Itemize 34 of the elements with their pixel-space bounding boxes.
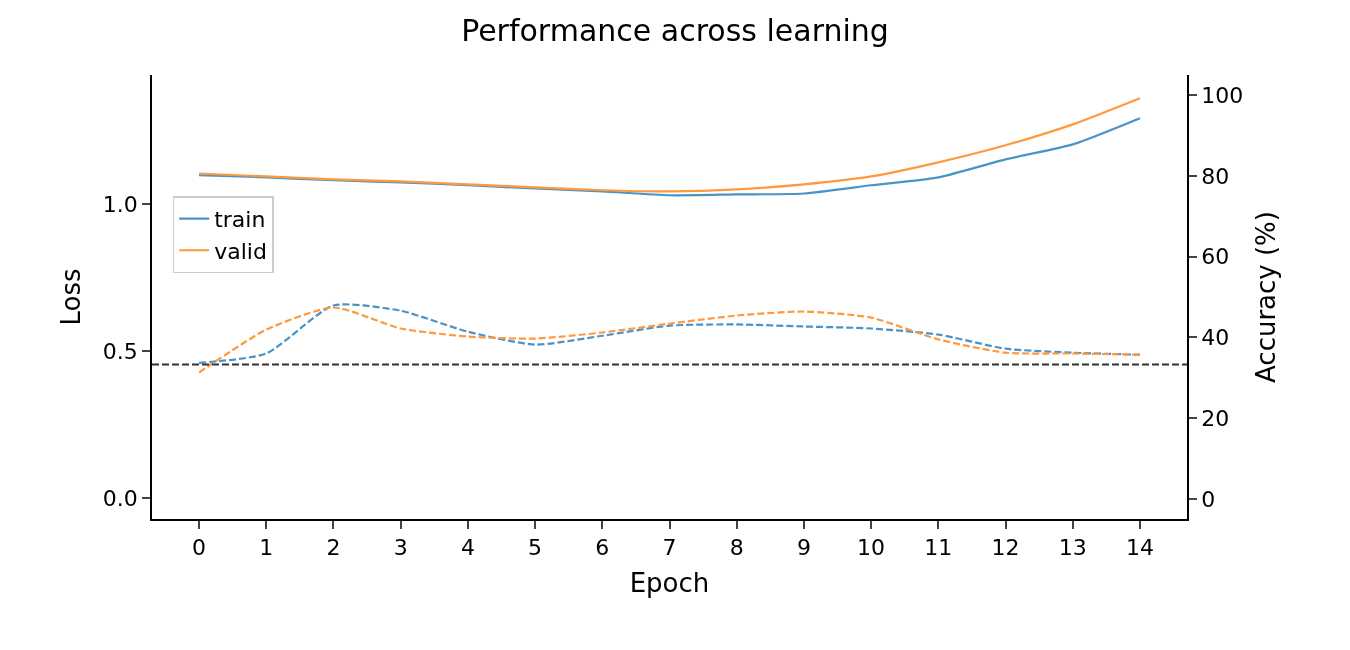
x-tick-label: 10: [857, 535, 886, 561]
x-tick-label: 4: [460, 535, 475, 561]
line-series: [197, 306, 1142, 374]
y2-tick-label: 20: [1201, 405, 1230, 431]
x-tick-label: 14: [1125, 535, 1154, 561]
x-tick-label: 11: [924, 535, 953, 561]
legend-label: train: [214, 207, 266, 233]
y-tick-label: 1.0: [102, 192, 138, 218]
y-tick-label: 0.0: [102, 486, 138, 512]
line-series: [197, 97, 1142, 193]
x-tick-label: 6: [595, 535, 610, 561]
x-tick-label: 1: [259, 535, 274, 561]
x-tick-label: 0: [192, 535, 207, 561]
x-tick-label: 8: [729, 535, 744, 561]
line-series: [197, 303, 1142, 364]
x-tick-label: 5: [528, 535, 543, 561]
y-tick-label: 0.5: [102, 339, 138, 365]
y2-tick-label: 60: [1201, 244, 1230, 270]
y2-axis-title: Accuracy (%): [1251, 211, 1282, 383]
y2-tick-label: 0: [1201, 486, 1216, 512]
x-tick-label: 3: [393, 535, 408, 561]
legend-label: valid: [214, 238, 267, 264]
y2-tick-label: 100: [1201, 82, 1244, 108]
x-tick-label: 12: [991, 535, 1020, 561]
y2-tick-label: 80: [1201, 163, 1230, 189]
y-axis-title: Loss: [55, 268, 86, 326]
x-axis-title: Epoch: [629, 568, 710, 599]
x-tick-label: 9: [796, 535, 811, 561]
chart-title: Performance across learning: [461, 12, 889, 48]
x-tick-label: 7: [662, 535, 677, 561]
line-series: [197, 117, 1142, 197]
x-tick-label: 2: [326, 535, 341, 561]
x-tick-label: 13: [1058, 535, 1087, 561]
y2-tick-label: 40: [1201, 325, 1230, 351]
